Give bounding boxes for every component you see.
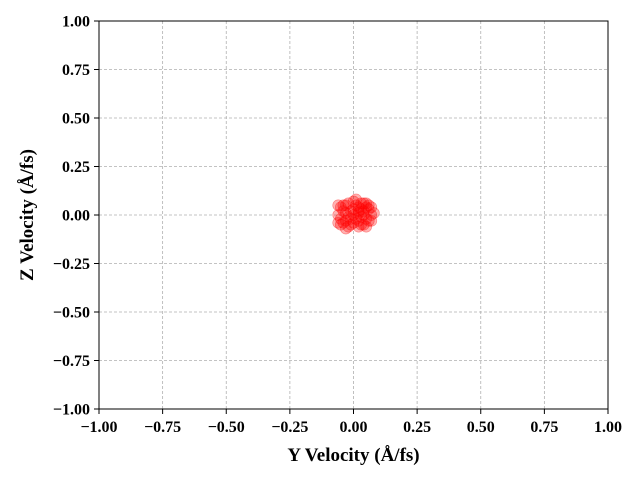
scatter-point	[342, 197, 355, 210]
scatter-point	[350, 213, 362, 225]
scatter-point	[362, 203, 375, 215]
scatter-point	[342, 220, 355, 233]
scatter-point	[337, 216, 350, 229]
x-tick-label: −0.50	[208, 419, 245, 436]
scatter-point	[342, 211, 355, 223]
scatter-point	[352, 207, 365, 219]
scatter-point	[357, 197, 370, 210]
x-tick-label: 0.50	[467, 419, 495, 436]
scatter-point	[340, 199, 352, 212]
y-tick-label: 0.25	[62, 159, 90, 176]
scatter-point	[365, 215, 378, 227]
y-tick-label: 0.50	[62, 111, 90, 128]
scatter-point	[350, 199, 362, 212]
scatter-point	[340, 215, 352, 227]
scatter-point	[368, 207, 380, 219]
y-tick-label: −0.75	[53, 353, 90, 370]
scatter-point	[360, 220, 373, 233]
scatter-point	[357, 205, 370, 217]
scatter-point	[340, 207, 352, 219]
scatter-point	[360, 201, 373, 214]
scatter-point	[365, 201, 378, 214]
scatter-point	[350, 193, 362, 206]
scatter-point	[355, 197, 367, 210]
y-tick-label: −0.50	[53, 305, 90, 322]
scatter-point	[334, 201, 347, 214]
scatter-point	[334, 218, 347, 231]
y-axis-title: Z Velocity (Å/fs)	[17, 149, 38, 281]
scatter-point	[347, 216, 360, 229]
scatter-point	[362, 199, 375, 212]
scatter-point	[347, 203, 360, 215]
scatter-point	[347, 195, 360, 208]
scatter-point	[362, 215, 375, 227]
scatter-point	[352, 220, 365, 233]
scatter-point	[352, 205, 365, 217]
scatter-point	[345, 218, 357, 231]
scatter-point	[332, 216, 345, 229]
scatter-point	[332, 209, 345, 221]
x-tick-label: −0.75	[144, 419, 181, 436]
scatter-point	[360, 197, 373, 210]
scatter-point	[360, 213, 373, 225]
y-tick-label: −0.25	[53, 256, 90, 273]
scatter-point	[355, 218, 367, 231]
y-tick-label: 0.00	[62, 208, 90, 225]
scatter-point	[345, 213, 357, 225]
scatter-point	[340, 222, 352, 235]
y-tick-label: 0.75	[62, 62, 90, 79]
x-tick-label: 1.00	[594, 419, 622, 436]
axis-ticks: −1.00 −0.75 −0.50 −0.25 0.00 0.25 0.50 0.75 1.00…	[53, 14, 622, 437]
y-tick-label: −1.00	[53, 402, 90, 419]
scatter-point	[352, 215, 365, 227]
x-tick-label: 0.75	[530, 419, 558, 436]
scatter-point	[352, 201, 365, 214]
scatter-point	[355, 211, 367, 223]
scatter-point	[345, 205, 357, 217]
x-tick-label: −1.00	[80, 419, 117, 436]
scatter-points	[332, 193, 380, 235]
scatter-point	[357, 209, 370, 221]
scatter-point	[337, 205, 350, 217]
scatter-point	[357, 218, 370, 231]
scatter-point	[365, 209, 378, 221]
x-tick-label: 0.00	[340, 419, 368, 436]
scatter-point	[332, 199, 345, 212]
x-axis-title: Y Velocity (Å/fs)	[287, 445, 419, 466]
scatter-point	[355, 203, 367, 215]
scatter-point	[347, 209, 360, 221]
x-tick-label: 0.25	[403, 419, 431, 436]
scatter-point	[337, 199, 350, 212]
x-tick-label: −0.25	[271, 419, 308, 436]
y-tick-label: 1.00	[62, 14, 90, 31]
scatter-point	[334, 213, 347, 225]
